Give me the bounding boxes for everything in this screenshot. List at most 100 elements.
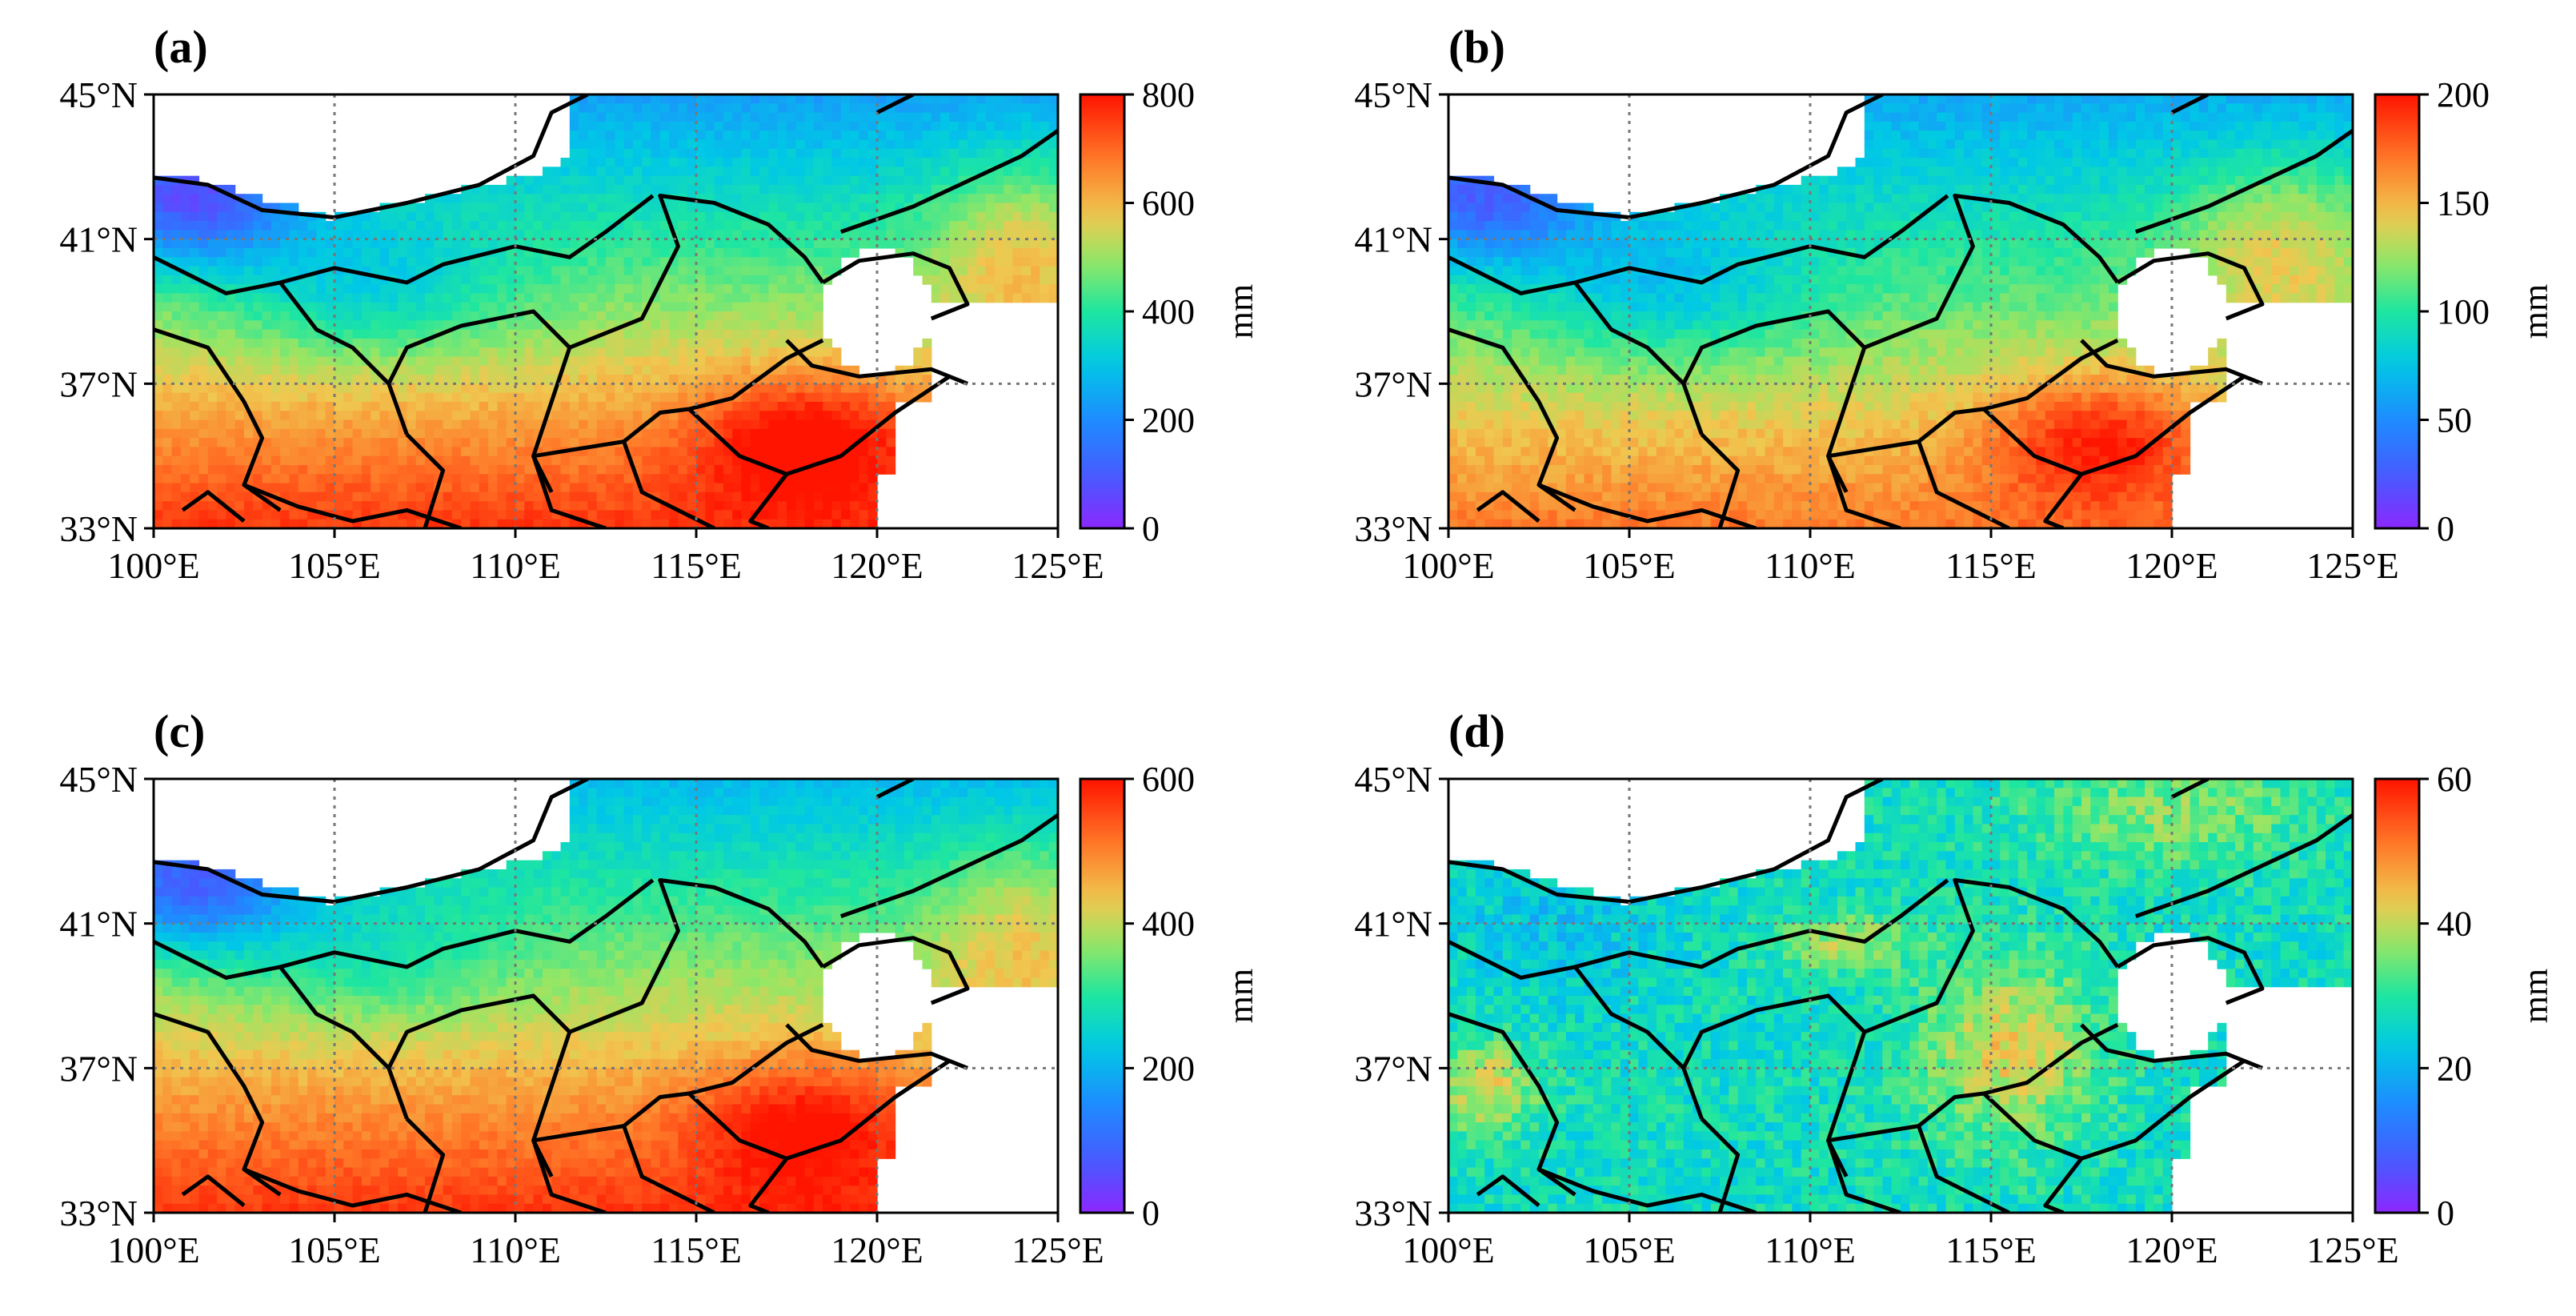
heatmap-cell [1674, 411, 1685, 421]
heatmap-cell [1656, 221, 1666, 231]
heatmap-cell [343, 392, 354, 403]
heatmap-cell [226, 411, 236, 421]
heatmap-cell [669, 329, 679, 339]
heatmap-cell [1683, 311, 1693, 321]
heatmap-cell [171, 438, 182, 447]
heatmap-cell [1701, 257, 1712, 267]
heatmap-cell [1466, 365, 1476, 375]
heatmap-cell [1529, 401, 1540, 411]
heatmap-cell [877, 194, 887, 204]
heatmap-cell [443, 239, 453, 249]
heatmap-cell [850, 375, 859, 384]
heatmap-cell [714, 239, 724, 249]
heatmap-cell [180, 284, 190, 295]
heatmap-cell [1592, 428, 1603, 439]
heatmap-cell [234, 203, 245, 213]
heatmap-cell [741, 447, 751, 457]
heatmap-cell [1502, 464, 1512, 475]
heatmap-cell [714, 447, 724, 457]
heatmap-cell [1647, 419, 1657, 430]
heatmap-cell [1611, 293, 1621, 303]
heatmap-cell [1592, 266, 1603, 276]
heatmap-cell [1565, 392, 1576, 403]
heatmap-cell [1512, 302, 1521, 312]
colorbar-tick-label: 200 [1142, 401, 1195, 440]
heatmap-cell [587, 375, 598, 384]
heatmap-cell [262, 266, 272, 276]
heatmap-cell [723, 284, 733, 295]
heatmap-cell [1475, 284, 1485, 295]
heatmap-cell [1629, 375, 1639, 384]
heatmap-cell [696, 419, 706, 430]
heatmap-cell [696, 203, 706, 213]
heatmap-cell [443, 311, 453, 321]
heatmap-cell [307, 266, 317, 276]
heatmap-cell [280, 247, 290, 258]
heatmap-cell [434, 383, 444, 394]
heatmap-cell [451, 491, 462, 502]
heatmap-cell [162, 247, 173, 258]
heatmap-cell [1475, 347, 1485, 358]
heatmap-cell [678, 510, 688, 520]
heatmap-cell [371, 411, 381, 421]
heatmap-cell [470, 375, 480, 384]
heatmap-cell [1620, 239, 1630, 249]
heatmap-cell [361, 383, 371, 394]
heatmap-cell [587, 411, 598, 421]
heatmap-cell [940, 103, 950, 114]
heatmap-cell [642, 175, 652, 186]
heatmap-cell [587, 510, 598, 520]
heatmap-cell [1466, 266, 1476, 276]
heatmap-cell [361, 293, 371, 303]
heatmap-cell [579, 148, 588, 158]
heatmap-cell [533, 329, 543, 339]
heatmap-cell [325, 519, 335, 528]
heatmap-cell [804, 158, 815, 167]
heatmap-cell [1683, 338, 1693, 348]
heatmap-cell [787, 247, 796, 258]
heatmap-cell [741, 428, 751, 439]
heatmap-cell [867, 501, 878, 512]
heatmap-cell [262, 311, 272, 321]
heatmap-cell [352, 247, 363, 258]
heatmap-cell [994, 167, 1004, 177]
heatmap-cell [253, 411, 263, 421]
heatmap-cell [1565, 221, 1576, 231]
heatmap-cell [560, 184, 571, 195]
heatmap-cell [768, 175, 779, 186]
heatmap-cell [615, 139, 625, 150]
heatmap-cell [226, 347, 236, 358]
heatmap-cell [307, 275, 317, 285]
heatmap-cell [867, 383, 878, 394]
heatmap-cell [1638, 438, 1649, 447]
heatmap-cell [289, 320, 299, 331]
heatmap-cell [976, 103, 987, 114]
heatmap-cell [759, 112, 769, 122]
heatmap-cell [443, 266, 453, 276]
heatmap-cell [1710, 266, 1721, 276]
heatmap-cell [1656, 383, 1666, 394]
heatmap-cell [787, 293, 796, 303]
heatmap-cell [352, 329, 363, 339]
heatmap-cell [162, 501, 173, 512]
heatmap-cell [388, 203, 399, 213]
heatmap-cell [1520, 401, 1531, 411]
heatmap-cell [551, 302, 562, 312]
heatmap-cell [1647, 221, 1657, 231]
heatmap-cell [1665, 211, 1676, 222]
heatmap-cell [1556, 230, 1567, 240]
heatmap-cell [813, 483, 823, 493]
heatmap-cell [443, 375, 453, 384]
heatmap-cell [298, 392, 308, 403]
heatmap-cell [298, 411, 308, 421]
heatmap-cell [207, 483, 218, 493]
heatmap-cell [560, 411, 571, 421]
heatmap-cell [379, 501, 390, 512]
heatmap-cell [434, 491, 444, 502]
heatmap-cell [551, 257, 562, 267]
heatmap-cell [606, 158, 615, 167]
heatmap-cell [198, 320, 209, 331]
heatmap-cell [479, 284, 489, 295]
heatmap-cell [867, 94, 878, 104]
heatmap-cell [669, 275, 679, 285]
